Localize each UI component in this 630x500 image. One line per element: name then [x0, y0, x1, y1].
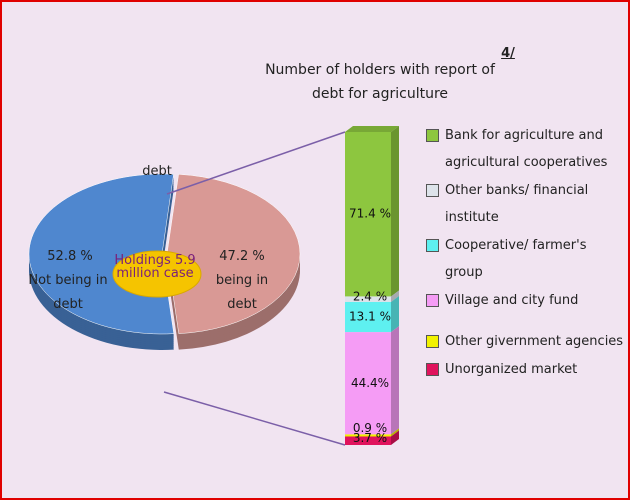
legend: Bank for agriculture and agricultural co…: [426, 122, 626, 384]
legend-label: Bank for agriculture and agricultural co…: [445, 128, 608, 170]
bar-segment: [345, 436, 391, 445]
bar-segment: [345, 332, 391, 435]
bar-segment: [345, 296, 391, 302]
pie-label: debt: [142, 164, 172, 179]
bar-value-label: 0.9 %: [353, 421, 387, 435]
bar-value-label: 13.1 %: [349, 310, 391, 324]
pie-value-label: 47.2 %: [219, 249, 265, 264]
pie-value-label: 52.8 %: [47, 249, 93, 264]
legend-swatch: [426, 363, 439, 376]
legend-swatch: [426, 129, 439, 142]
legend-swatch: [426, 239, 439, 252]
legend-label: Other givernment agencies: [445, 334, 624, 349]
bar-segment: [345, 132, 391, 297]
bar-side: [391, 295, 399, 333]
connector: [163, 391, 346, 446]
legend-swatch: [426, 184, 439, 197]
legend-item: Bank for agriculture and agricultural co…: [426, 122, 626, 176]
connector: [166, 131, 346, 195]
bar-segment: [345, 301, 391, 333]
legend-label: Unorganized market: [445, 362, 578, 377]
legend-item: Cooperative/ farmer's group: [426, 232, 626, 286]
bar-side: [391, 430, 399, 445]
pie-category-label: being in debt: [215, 273, 269, 312]
bar-side: [391, 126, 399, 297]
pie-slice: [166, 174, 301, 334]
bar-side: [391, 428, 399, 437]
center-label: Holdings 5.9 million case: [114, 253, 196, 281]
bar-segment: [345, 434, 391, 437]
legend-label: Cooperative/ farmer's group: [445, 238, 587, 280]
pie-category-label: Not being in debt: [28, 273, 108, 312]
bar-side: [391, 290, 399, 302]
bar-value-label: 3.7 %: [353, 431, 387, 445]
legend-item: Other banks/ financial institute: [426, 177, 626, 231]
legend-label: Other banks/ financial institute: [445, 183, 589, 225]
center-ellipse: [112, 250, 202, 298]
title-note: 4/: [501, 46, 515, 61]
legend-item: Unorganized market: [426, 356, 626, 383]
bar-value-label: 44.4%: [351, 376, 389, 390]
legend-swatch: [426, 335, 439, 348]
legend-swatch: [426, 294, 439, 307]
legend-item: Other givernment agencies: [426, 328, 626, 355]
bar-value-label: 2.4 %: [353, 290, 387, 304]
bar-value-label: 71.4 %: [349, 207, 391, 221]
legend-item: Village and city fund: [426, 287, 626, 314]
bar-top: [345, 126, 399, 132]
legend-label: Village and city fund: [445, 293, 579, 308]
chart-title: Number of holders with report of debt fo…: [265, 62, 495, 102]
bar-side: [391, 326, 399, 435]
